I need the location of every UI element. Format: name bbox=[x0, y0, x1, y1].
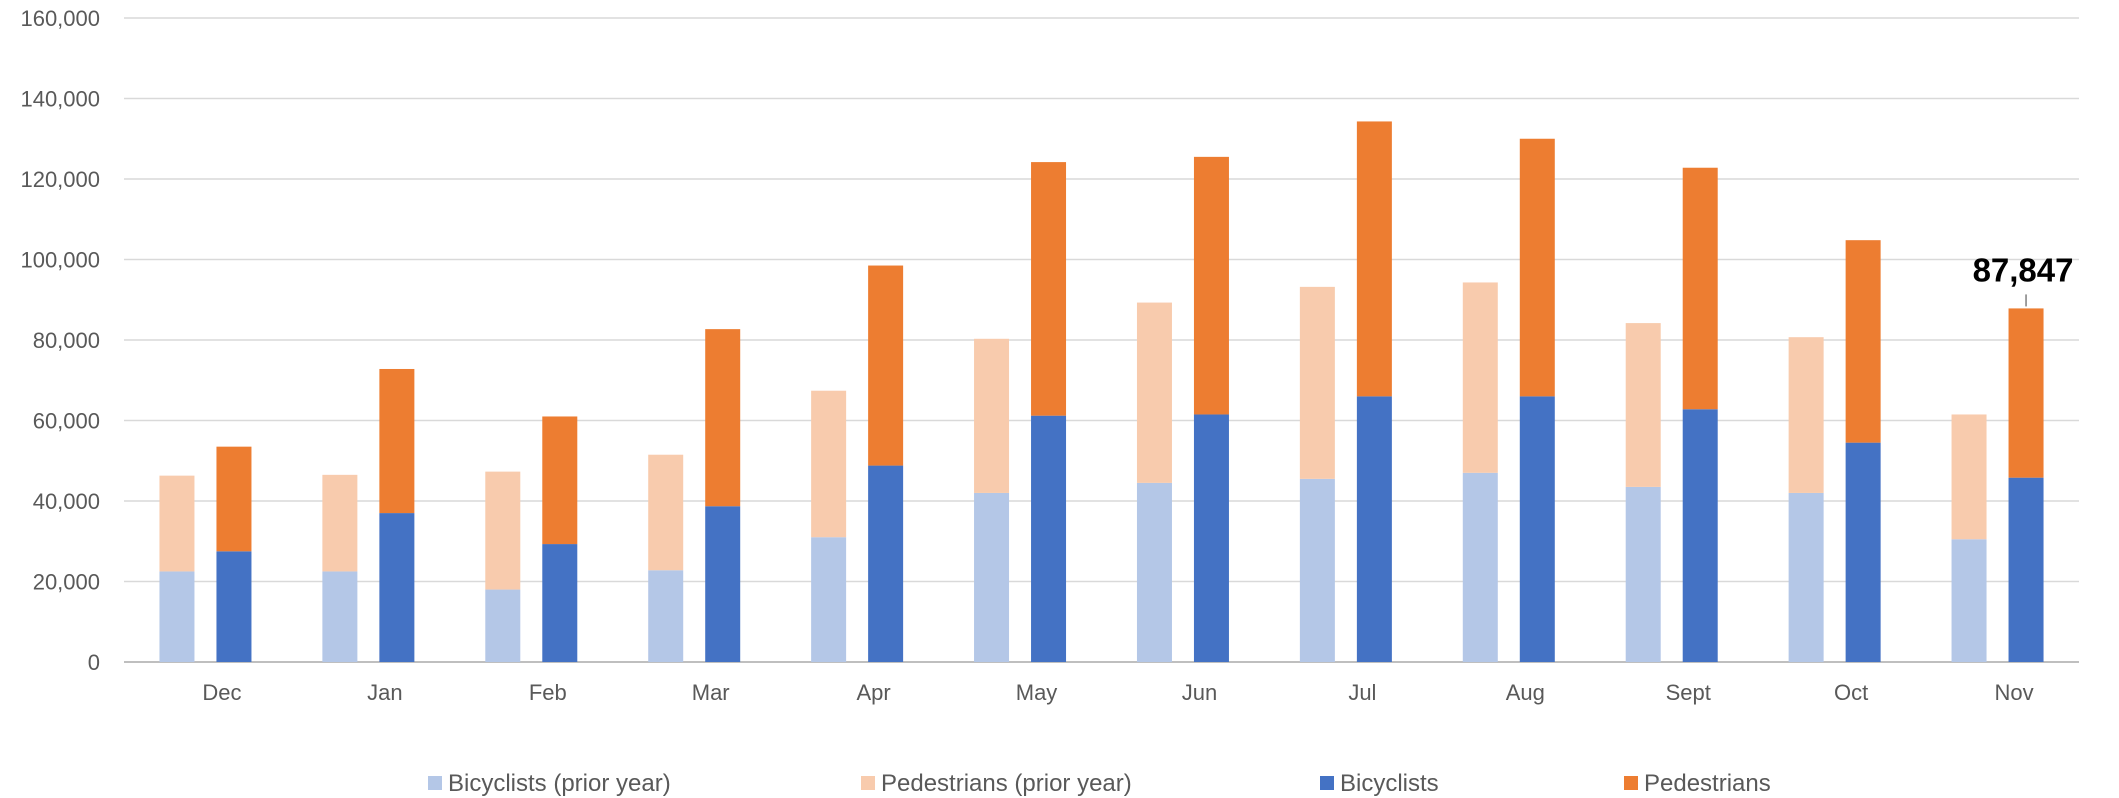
bar-pedestrians-prior-year bbox=[1952, 414, 1987, 539]
bar-pedestrians bbox=[1194, 157, 1229, 415]
bar-pedestrians bbox=[1031, 162, 1066, 416]
y-tick-label: 140,000 bbox=[20, 87, 100, 112]
bar-pedestrians-prior-year bbox=[1300, 287, 1335, 479]
bar-bicyclists bbox=[1194, 414, 1229, 662]
bar-bicyclists bbox=[216, 551, 251, 662]
y-axis-tick-labels: 0 20,000 40,000 60,000 80,000 100,000 120,000 1… bbox=[20, 6, 100, 675]
bar-bicyclists-prior-year bbox=[1789, 493, 1824, 662]
x-tick-label: May bbox=[1016, 680, 1058, 705]
data-labels: 87,847 bbox=[1973, 251, 2074, 306]
bar-bicyclists bbox=[379, 513, 414, 662]
bar-pedestrians bbox=[1357, 121, 1392, 396]
bar-pedestrians bbox=[216, 447, 251, 552]
bar-bicyclists-prior-year bbox=[1952, 539, 1987, 662]
y-tick-label: 120,000 bbox=[20, 167, 100, 192]
y-tick-label: 100,000 bbox=[20, 248, 100, 273]
y-tick-label: 20,000 bbox=[33, 570, 100, 595]
x-tick-label: Jul bbox=[1348, 680, 1376, 705]
legend-label: Pedestrians bbox=[1644, 770, 1771, 797]
x-tick-label: Oct bbox=[1834, 680, 1868, 705]
bar-bicyclists bbox=[542, 544, 577, 662]
bar-pedestrians bbox=[705, 329, 740, 506]
bar-pedestrians bbox=[868, 266, 903, 466]
x-tick-label: Jun bbox=[1182, 680, 1217, 705]
bar-bicyclists bbox=[1031, 416, 1066, 662]
bar-bicyclists-prior-year bbox=[1137, 483, 1172, 662]
y-tick-label: 40,000 bbox=[33, 489, 100, 514]
bar-pedestrians-prior-year bbox=[159, 476, 194, 572]
bar-pedestrians bbox=[379, 369, 414, 513]
bar-bicyclists bbox=[1683, 409, 1718, 662]
x-tick-label: Sept bbox=[1666, 680, 1711, 705]
bar-pedestrians-prior-year bbox=[322, 475, 357, 572]
x-tick-label: Dec bbox=[202, 680, 241, 705]
bar-bicyclists-prior-year bbox=[485, 590, 520, 662]
bar-pedestrians-prior-year bbox=[1463, 282, 1498, 472]
bar-bicyclists-prior-year bbox=[1463, 473, 1498, 662]
legend-swatch bbox=[861, 776, 875, 790]
y-tick-label: 80,000 bbox=[33, 328, 100, 353]
bar-pedestrians-prior-year bbox=[811, 391, 846, 538]
x-tick-label: Jan bbox=[367, 680, 402, 705]
bar-pedestrians bbox=[1520, 139, 1555, 397]
bar-pedestrians bbox=[1683, 168, 1718, 409]
bar-bicyclists bbox=[868, 466, 903, 662]
legend-label: Bicyclists (prior year) bbox=[448, 770, 671, 797]
bar-bicyclists-prior-year bbox=[974, 493, 1009, 662]
x-tick-label: Apr bbox=[857, 680, 891, 705]
bar-bicyclists bbox=[1357, 396, 1392, 662]
x-tick-label: Mar bbox=[692, 680, 730, 705]
bar-bicyclists-prior-year bbox=[1626, 487, 1661, 662]
x-axis-tick-labels: Dec Jan Feb Mar Apr May Jun Jul Aug Sept Oct Nov bbox=[202, 680, 2033, 705]
bar-pedestrians-prior-year bbox=[974, 339, 1009, 493]
data-label-nov-total: 87,847 bbox=[1973, 251, 2074, 288]
bar-bicyclists-prior-year bbox=[1300, 479, 1335, 662]
bar-bicyclists bbox=[1846, 443, 1881, 662]
legend-label: Bicyclists bbox=[1340, 770, 1439, 797]
x-tick-label: Feb bbox=[529, 680, 567, 705]
legend: Bicyclists (prior year) Pedestrians (prio… bbox=[428, 770, 1771, 797]
legend-swatch bbox=[428, 776, 442, 790]
bar-bicyclists bbox=[2009, 478, 2044, 662]
bar-pedestrians bbox=[542, 416, 577, 544]
legend-swatch bbox=[1320, 776, 1334, 790]
bar-pedestrians bbox=[2009, 308, 2044, 477]
x-tick-label: Nov bbox=[1994, 680, 2033, 705]
x-tick-label: Aug bbox=[1506, 680, 1545, 705]
bar-bicyclists bbox=[1520, 396, 1555, 662]
y-tick-label: 0 bbox=[88, 650, 100, 675]
bar-bicyclists-prior-year bbox=[159, 571, 194, 662]
bar-pedestrians-prior-year bbox=[1789, 337, 1824, 493]
bar-pedestrians-prior-year bbox=[1626, 323, 1661, 487]
legend-swatch bbox=[1624, 776, 1638, 790]
bar-pedestrians-prior-year bbox=[1137, 303, 1172, 483]
bar-bicyclists-prior-year bbox=[811, 537, 846, 662]
y-tick-label: 60,000 bbox=[33, 409, 100, 434]
bar-bicyclists-prior-year bbox=[322, 571, 357, 662]
legend-label: Pedestrians (prior year) bbox=[881, 770, 1132, 797]
bar-bicyclists bbox=[705, 506, 740, 662]
y-gridlines bbox=[124, 18, 2079, 662]
y-tick-label: 160,000 bbox=[20, 6, 100, 31]
bar-pedestrians-prior-year bbox=[485, 472, 520, 590]
bar-pedestrians-prior-year bbox=[648, 455, 683, 571]
bar-pedestrians bbox=[1846, 240, 1881, 442]
bar-bicyclists-prior-year bbox=[648, 570, 683, 662]
